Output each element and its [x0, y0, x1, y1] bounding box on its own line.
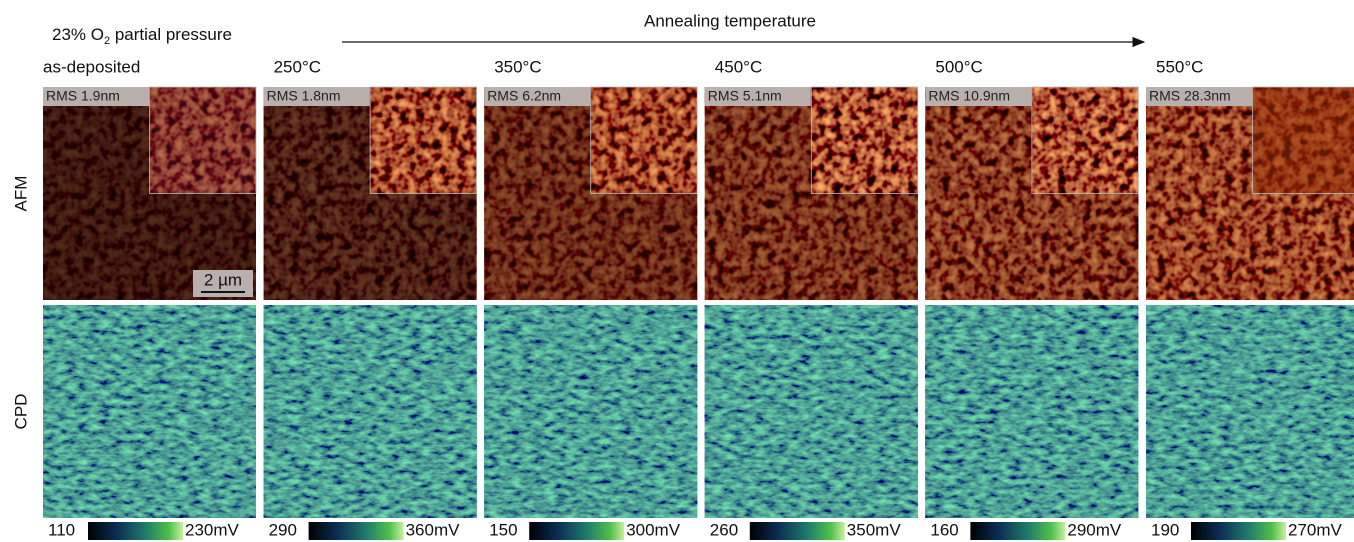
colorbar-min: 110 — [48, 520, 75, 539]
colorbar-min: 150 — [489, 520, 517, 539]
inset-border — [810, 86, 919, 194]
row-label: CPD — [11, 394, 30, 430]
rms-label: RMS 10.9nm — [928, 88, 1010, 104]
column-label: 550°C — [1156, 57, 1203, 76]
rms-label: RMS 28.3nm — [1149, 88, 1231, 104]
colorbar-min: 160 — [930, 520, 958, 539]
colorbar-max: 230mV — [185, 520, 240, 539]
condition: 23% O2 partial pressure — [52, 25, 232, 46]
colorbar-max: 290mV — [1067, 520, 1122, 539]
inset-border — [590, 86, 698, 194]
colorbar — [308, 522, 404, 540]
afm-inset-texture — [1031, 87, 1139, 194]
condition-suffix: partial pressure — [110, 25, 232, 44]
cpd-texture — [43, 305, 256, 518]
condition-prefix: 23% O — [52, 25, 104, 44]
rms-label: RMS 1.9nm — [46, 88, 120, 104]
afm-inset-texture — [1252, 87, 1354, 194]
axis-label: Annealing temperature — [644, 11, 816, 30]
row-label: AFM — [11, 176, 30, 212]
afm-inset-texture — [370, 87, 477, 194]
afm-inset-texture — [149, 87, 256, 194]
colorbar-max: 270mV — [1288, 520, 1343, 539]
inset-border — [149, 86, 257, 194]
colorbar — [1191, 522, 1286, 540]
column-label: 500°C — [935, 57, 982, 76]
colorbar — [529, 522, 625, 540]
colorbar-min: 190 — [1151, 520, 1179, 539]
column-label: 450°C — [715, 57, 762, 76]
rms-box — [484, 87, 591, 106]
column-label: 250°C — [274, 57, 321, 76]
colorbar-min: 260 — [710, 520, 738, 539]
colorbar-max: 350mV — [847, 520, 902, 539]
cpd-texture — [484, 305, 698, 518]
cpd-texture — [263, 305, 477, 518]
cpd-texture — [925, 305, 1139, 518]
rms-label: RMS 1.8nm — [267, 88, 341, 104]
afm-inset-texture — [590, 87, 698, 194]
colorbar — [749, 522, 845, 540]
colorbar-min: 290 — [269, 520, 297, 539]
rms-box — [925, 87, 1032, 106]
column-label: 350°C — [494, 57, 541, 76]
column-label: as-deposited — [43, 57, 140, 76]
inset-border — [1031, 86, 1139, 194]
rms-box — [263, 87, 370, 106]
colorbar — [88, 522, 183, 540]
rms-box — [1146, 87, 1252, 106]
inset-border — [369, 86, 478, 194]
cpd-texture — [704, 305, 918, 518]
afm-inset-texture — [811, 87, 918, 194]
rms-label: RMS 6.2nm — [487, 88, 561, 104]
colorbar-max: 300mV — [626, 520, 681, 539]
rms-box — [43, 87, 149, 106]
rms-label: RMS 5.1nm — [708, 88, 782, 104]
cpd-texture — [1146, 305, 1354, 518]
rms-box — [704, 87, 811, 106]
colorbar-max: 360mV — [406, 520, 461, 539]
colorbar — [970, 522, 1066, 540]
condition-subscript: 2 — [104, 35, 110, 47]
inset-border — [1252, 86, 1354, 194]
scale-bar-label: 2 µm — [204, 270, 242, 289]
